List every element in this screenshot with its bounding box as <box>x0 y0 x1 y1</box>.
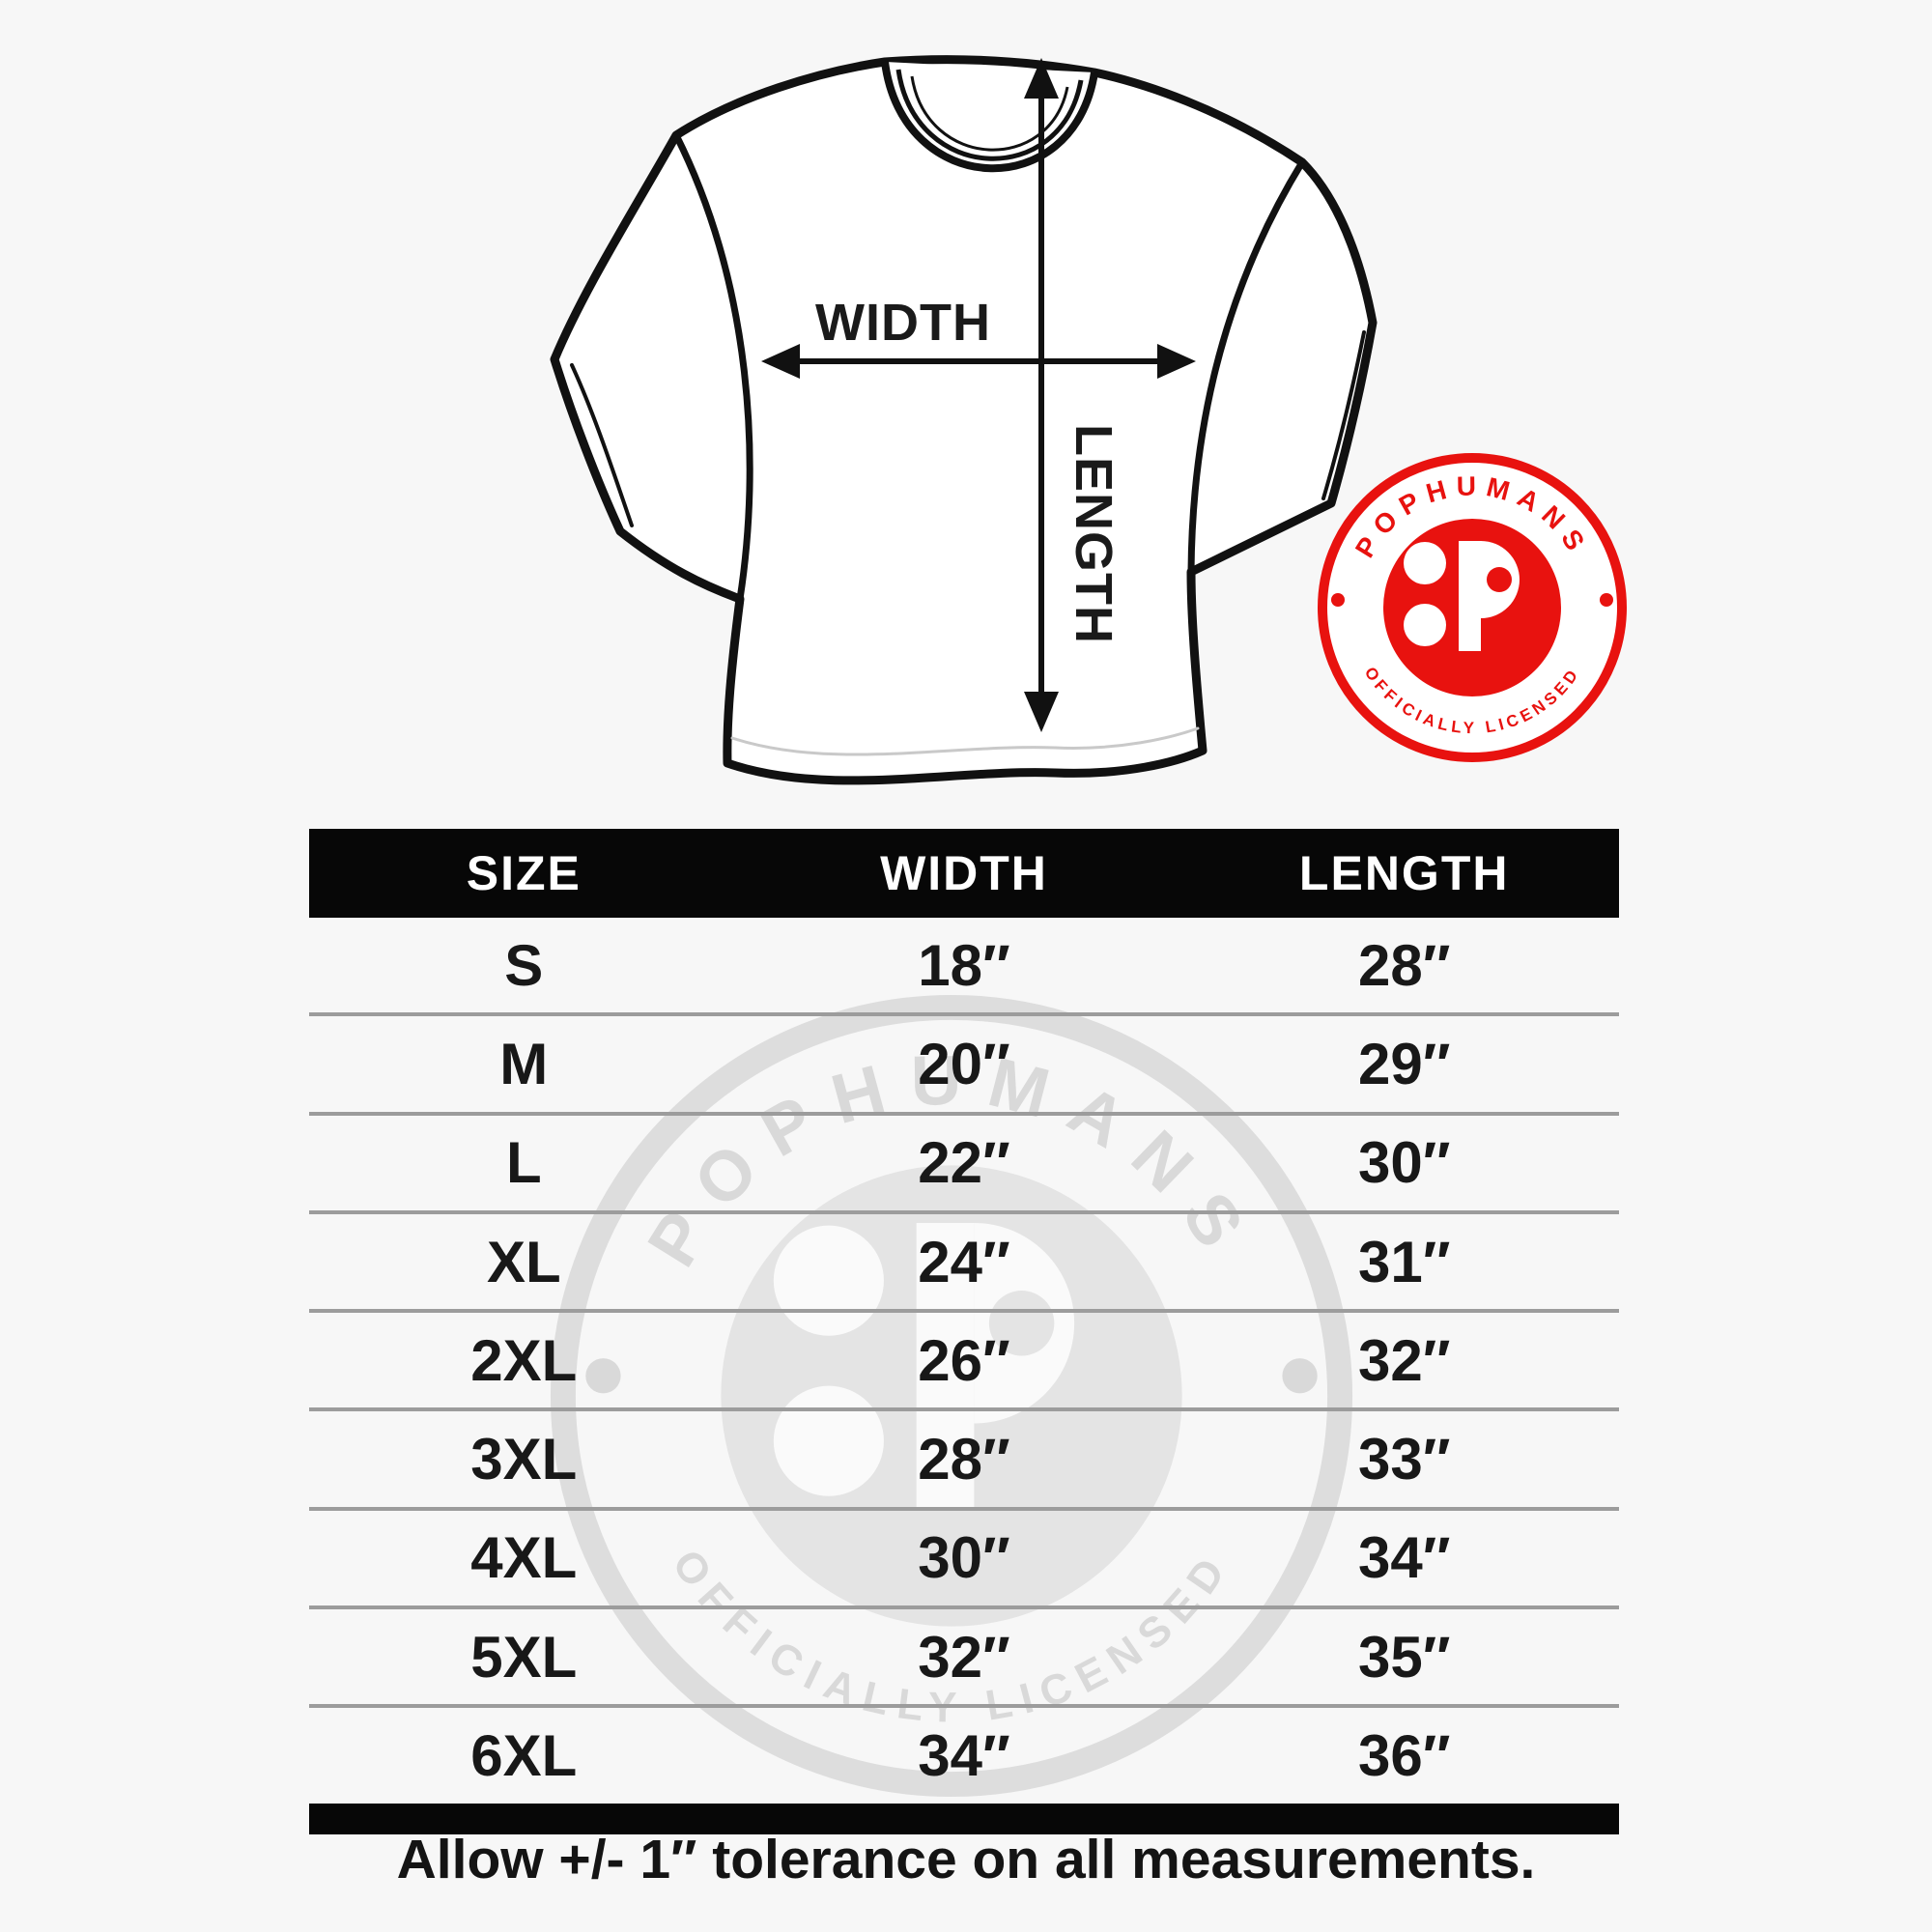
length-cell: 29″ <box>1357 1031 1451 1096</box>
size-cell: 4XL <box>470 1525 578 1591</box>
table-bottom-bar <box>309 1803 1619 1834</box>
header-size: SIZE <box>466 846 582 900</box>
table-row: XL 24″ 31″ <box>309 1209 1619 1309</box>
length-cell: 30″ <box>1357 1130 1451 1196</box>
header-length: LENGTH <box>1298 846 1510 900</box>
collar-inner-rib2 <box>910 75 1069 152</box>
badge-right-dot <box>1600 593 1613 607</box>
size-table-header: SIZE WIDTH LENGTH <box>309 829 1619 918</box>
table-row: 5XL 32″ 35″ <box>309 1605 1619 1704</box>
watermark-left-dot <box>585 1358 621 1394</box>
length-cell: 31″ <box>1357 1229 1451 1294</box>
length-cell: 36″ <box>1357 1723 1451 1789</box>
table-row: S 18″ 28″ <box>309 918 1619 1012</box>
width-cell: 18″ <box>918 932 1010 998</box>
size-cell: 6XL <box>470 1723 578 1789</box>
width-cell: 32″ <box>918 1624 1010 1690</box>
hem-fold-line <box>730 726 1200 756</box>
table-row: M 20″ 29″ <box>309 1012 1619 1111</box>
table-row: L 22″ 30″ <box>309 1111 1619 1210</box>
width-cell: 24″ <box>918 1229 1010 1294</box>
size-cell: S <box>504 932 544 998</box>
left-armhole-seam <box>672 131 753 603</box>
tolerance-note: Allow +/- 1″ tolerance on all measuremen… <box>396 1829 1536 1890</box>
width-cell: 26″ <box>918 1327 1010 1393</box>
size-cell: L <box>505 1130 542 1196</box>
length-cell: 33″ <box>1357 1427 1451 1492</box>
size-cell: 2XL <box>470 1327 578 1393</box>
left-cuff-fold <box>570 363 634 527</box>
table-row: 3XL 28″ 33″ <box>309 1407 1619 1506</box>
table-row: 2XL 26″ 32″ <box>309 1309 1619 1407</box>
width-cell: 34″ <box>918 1723 1010 1789</box>
size-table: SIZE WIDTH LENGTH S 18″ 28″ M 20″ 29″ L … <box>309 829 1619 1834</box>
width-measure-arrow <box>761 344 1196 379</box>
width-cell: 30″ <box>918 1525 1010 1591</box>
length-cell: 28″ <box>1357 932 1451 998</box>
header-width: WIDTH <box>880 846 1048 900</box>
length-cell: 32″ <box>1357 1327 1451 1393</box>
badge-brand-logo <box>1404 541 1520 651</box>
width-cell: 28″ <box>918 1427 1010 1492</box>
length-measure-arrow <box>1024 58 1059 732</box>
badge-left-dot <box>1331 593 1345 607</box>
watermark-right-dot <box>1282 1358 1318 1394</box>
size-cell: 5XL <box>470 1624 578 1690</box>
length-cell: 34″ <box>1357 1525 1451 1591</box>
collar-inner-rib <box>895 69 1084 161</box>
table-row: 6XL 34″ 36″ <box>309 1704 1619 1803</box>
pophumans-licensed-badge: POPHUMANS OFFICIALLY LICENSED <box>1318 453 1627 762</box>
watermark-ring <box>550 994 1353 1798</box>
right-cuff-fold <box>1321 330 1366 500</box>
width-cell: 20″ <box>918 1031 1010 1096</box>
width-label: WIDTH <box>815 294 991 352</box>
watermark-brand-logo <box>773 1223 1075 1509</box>
tshirt-diagram: WIDTH LENGTH <box>550 55 1378 785</box>
table-row: 4XL 30″ 34″ <box>309 1506 1619 1605</box>
length-cell: 35″ <box>1357 1624 1451 1690</box>
size-cell: XL <box>486 1229 561 1294</box>
size-cell: 3XL <box>470 1427 578 1492</box>
width-cell: 22″ <box>918 1130 1010 1196</box>
size-cell: M <box>499 1031 549 1096</box>
right-armhole-seam <box>1187 158 1306 576</box>
length-label: LENGTH <box>1065 424 1122 644</box>
